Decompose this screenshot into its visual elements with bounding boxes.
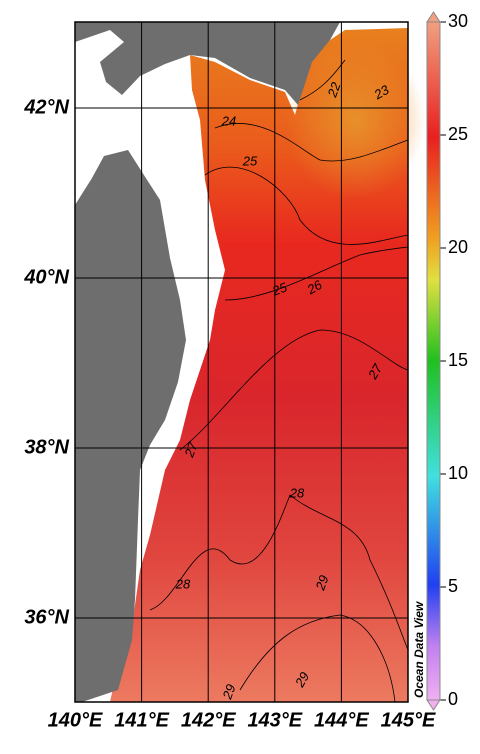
x-tick-label: 144°E	[314, 709, 369, 731]
colorbar-tick-label: 15	[448, 350, 468, 370]
contour-label: 24	[221, 113, 236, 128]
colorbar-tick-label: 30	[448, 11, 468, 31]
x-tick-label: 141°E	[114, 709, 169, 731]
contour-label: 25	[242, 153, 258, 168]
contour-line	[179, 329, 409, 451]
contour-label: 27	[364, 361, 385, 383]
y-tick-label: 36°N	[24, 606, 69, 628]
contour-line	[149, 494, 409, 651]
watermark: Ocean Data View	[412, 601, 426, 698]
contour-label: 22	[324, 80, 344, 100]
x-tick-label: 142°E	[181, 709, 236, 731]
x-tick-label: 143°E	[247, 709, 302, 731]
land-honshu	[75, 150, 186, 702]
labels: 140°E 141°E 142°E 143°E 144°E 145°E 36°N 38°N 40…	[23, 11, 468, 732]
contours	[149, 59, 409, 703]
colorbar-tick-label: 20	[448, 237, 468, 257]
map-frame	[74, 21, 409, 703]
contour-label: 23	[371, 82, 393, 103]
sst-field	[110, 28, 408, 702]
contour-label: 29	[219, 682, 238, 702]
colorbar-tick-label: 0	[448, 689, 458, 709]
colorbar-top-arrow	[426, 11, 441, 23]
y-tick-label: 40°N	[23, 266, 69, 288]
graticule	[74, 22, 409, 702]
contour-label: 29	[312, 573, 331, 593]
colorbar-tick-label: 10	[448, 463, 468, 483]
contour-line	[224, 246, 409, 301]
contour-label: 26	[304, 277, 326, 298]
contour-label: 27	[181, 440, 201, 460]
colorbar-bottom-arrow	[426, 699, 441, 711]
contour-line	[239, 614, 396, 703]
contour-label: 28	[289, 485, 305, 500]
contour-line	[214, 123, 409, 162]
colorbar-tick-label: 5	[448, 576, 458, 596]
map-area	[74, 21, 425, 703]
contour-label: 25	[269, 279, 289, 299]
x-tick-label: 140°E	[48, 709, 103, 731]
x-tick-label: 145°E	[381, 709, 436, 731]
contour-label: 29	[291, 669, 312, 690]
y-tick-label: 42°N	[23, 96, 69, 118]
colorbar	[426, 11, 441, 711]
contour-line	[204, 166, 409, 245]
colorbar-bar	[426, 21, 441, 701]
y-tick-label: 38°N	[24, 436, 69, 458]
colorbar-tick-label: 25	[448, 124, 468, 144]
contour-label: 28	[175, 576, 191, 591]
